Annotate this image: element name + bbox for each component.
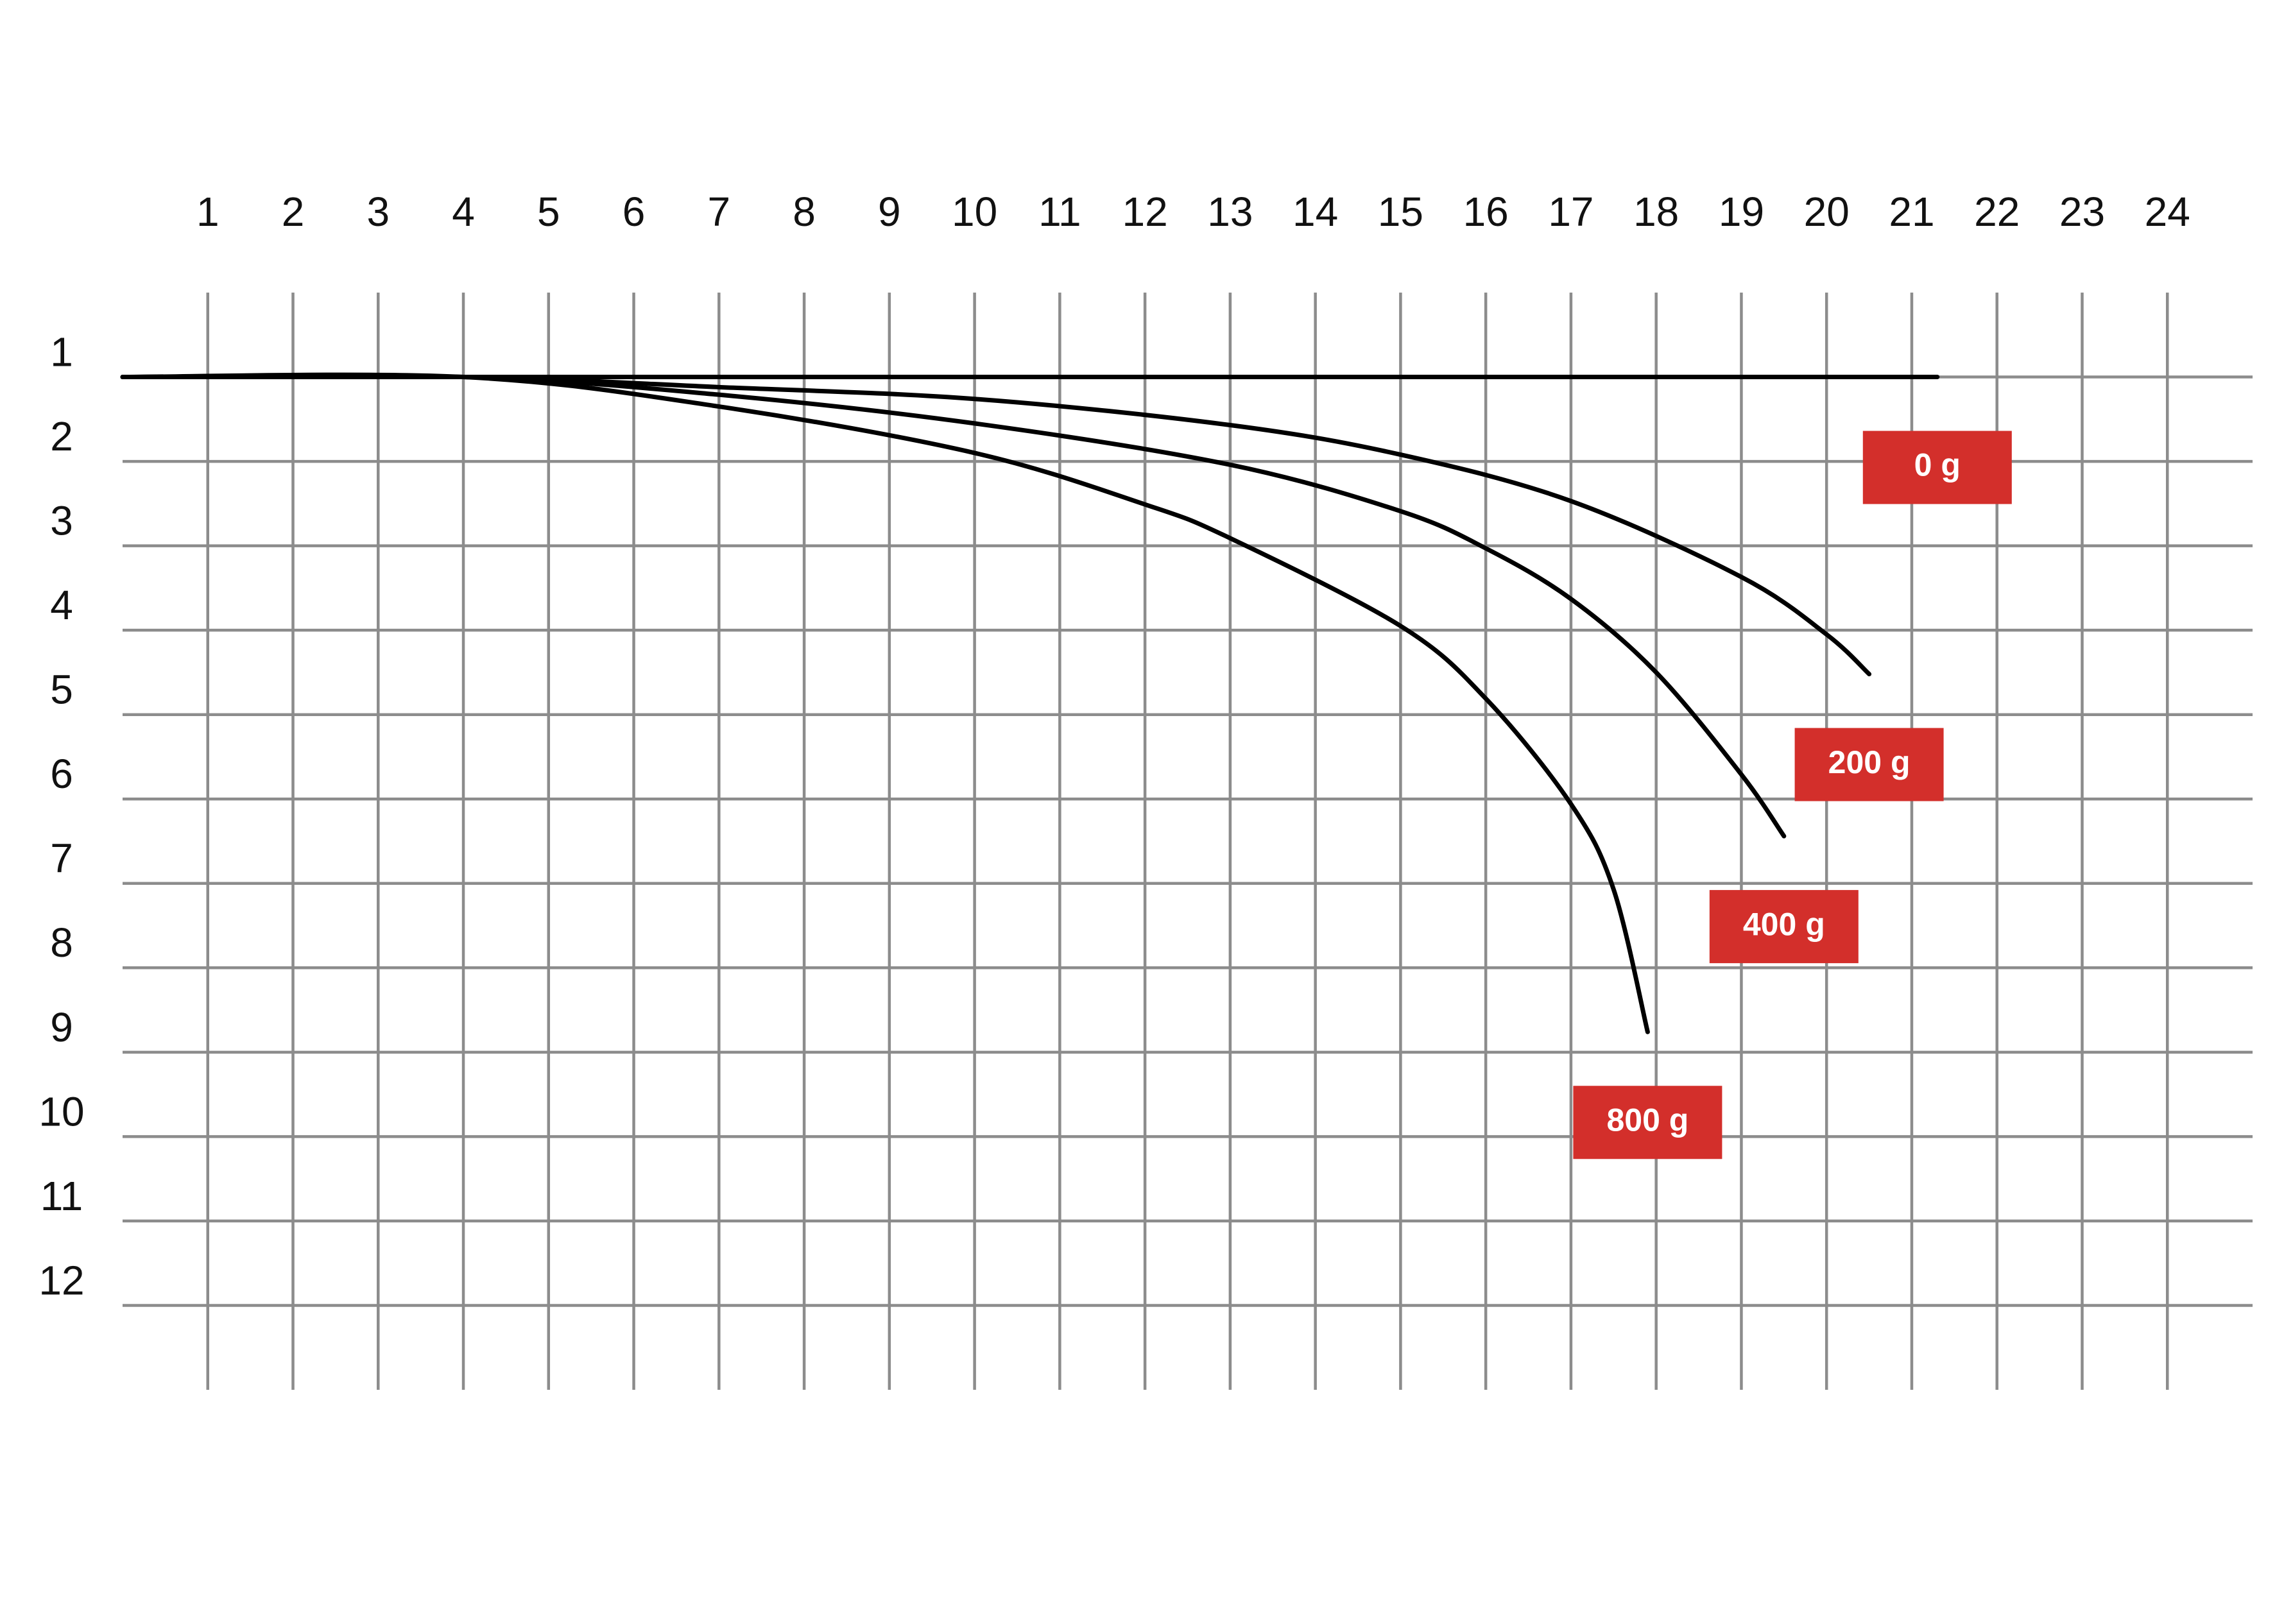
- y-tick-label: 4: [50, 582, 73, 628]
- y-tick-label: 2: [50, 413, 73, 459]
- y-tick-label: 10: [39, 1088, 84, 1134]
- x-tick-label: 3: [366, 189, 390, 235]
- x-tick-label: 1: [196, 189, 219, 235]
- x-tick-label: 11: [1038, 189, 1081, 235]
- x-tick-label: 7: [708, 189, 731, 235]
- x-tick-label: 19: [1719, 189, 1764, 235]
- y-tick-label: 5: [50, 667, 73, 713]
- x-tick-label: 22: [1974, 189, 2020, 235]
- x-tick-label: 23: [2059, 189, 2105, 235]
- x-tick-label: 9: [878, 189, 901, 235]
- y-tick-label: 6: [50, 751, 73, 797]
- x-tick-label: 13: [1207, 189, 1253, 235]
- series-label-box: [1709, 890, 1859, 964]
- x-tick-label: 14: [1292, 189, 1338, 235]
- y-tick-label: 7: [50, 835, 73, 882]
- y-tick-label: 11: [40, 1173, 83, 1219]
- x-tick-label: 15: [1378, 189, 1423, 235]
- x-tick-label: 16: [1463, 189, 1509, 235]
- y-tick-label: 3: [50, 498, 73, 544]
- x-tick-label: 2: [282, 189, 305, 235]
- x-tick-label: 18: [1633, 189, 1679, 235]
- y-tick-label: 9: [50, 1004, 73, 1050]
- x-tick-label: 24: [2145, 189, 2190, 235]
- x-tick-label: 12: [1122, 189, 1168, 235]
- x-tick-label: 20: [1804, 189, 1850, 235]
- series-label-box: [1794, 728, 1944, 801]
- x-tick-label: 5: [537, 189, 560, 235]
- x-tick-label: 17: [1548, 189, 1593, 235]
- y-tick-label: 12: [39, 1257, 84, 1303]
- x-tick-label: 8: [793, 189, 816, 235]
- series-label-box: [1573, 1086, 1722, 1159]
- series-line: [120, 372, 1650, 1034]
- series-label: 800 g: [1606, 1102, 1688, 1138]
- x-tick-label: 10: [952, 189, 997, 235]
- x-tick-label: 6: [623, 189, 646, 235]
- y-tick-label: 8: [50, 919, 73, 966]
- series-label: 0 g: [1914, 447, 1961, 483]
- x-tick-label: 4: [452, 189, 475, 235]
- series-label-box: [1862, 431, 2012, 504]
- y-tick-label: 1: [50, 329, 73, 375]
- x-tick-label: 21: [1889, 189, 1934, 235]
- series-label: 400 g: [1743, 906, 1825, 942]
- series-label: 200 g: [1828, 744, 1911, 780]
